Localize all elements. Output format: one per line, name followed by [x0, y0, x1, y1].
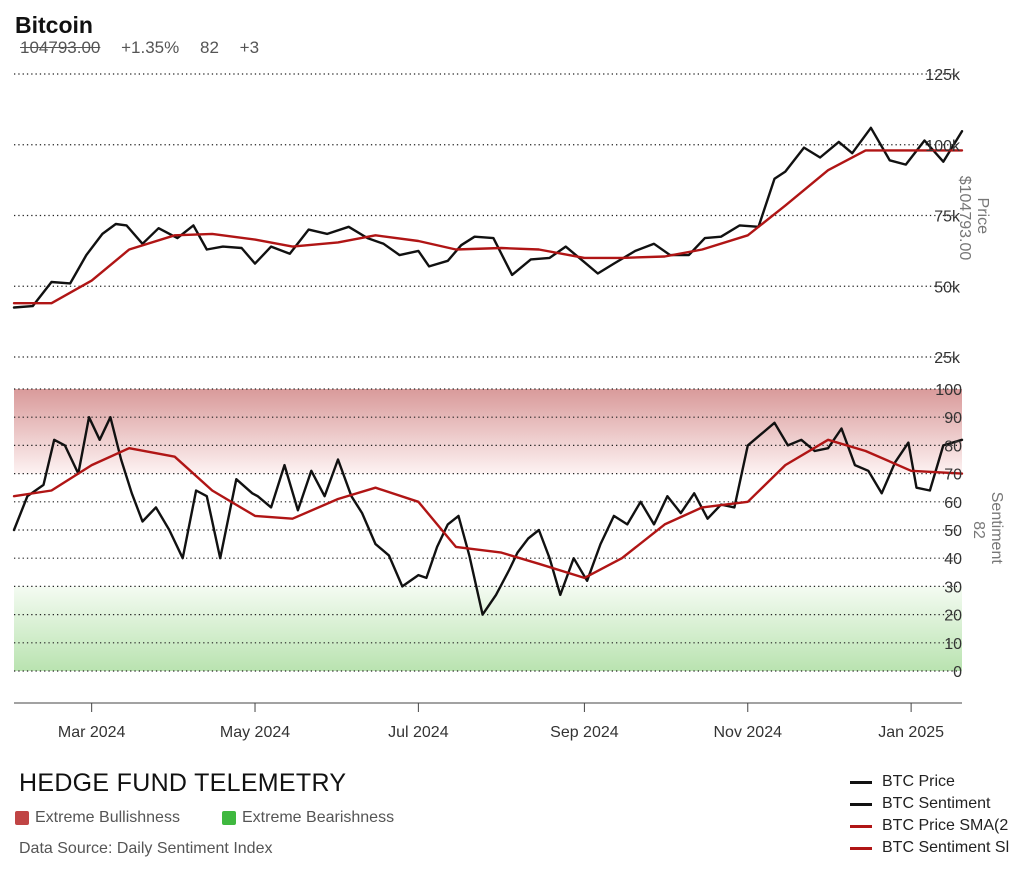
series	[12, 126, 964, 616]
legend: BTC Price BTC Sentiment BTC Price SMA(2 …	[850, 771, 1024, 859]
price-tick-label: 25k	[934, 350, 961, 367]
chart-canvas: 25k 50k 75k 100k 125k 0 10 20 30 40 50 60 70 80 90 100 M…	[12, 67, 1005, 741]
sentiment-readout: 82	[199, 38, 219, 57]
x-tick-label: Sep 2024	[550, 724, 619, 741]
change-readout: +1.35%	[121, 38, 180, 57]
sentiment-tick-label: 10	[944, 636, 962, 653]
legend-item-btc-sentiment[interactable]: BTC Sentiment	[850, 793, 1024, 815]
sentiment-tick-label: 70	[944, 467, 962, 484]
legend-line-icon	[850, 802, 872, 806]
legend-line-icon	[850, 780, 872, 784]
legend-label: BTC Price	[882, 773, 955, 790]
sentiment-tick-label: 80	[944, 438, 962, 455]
gridlines	[14, 73, 960, 672]
legend-item-btc-price[interactable]: BTC Price	[850, 771, 1024, 793]
x-tick-label: Jan 2025	[878, 724, 944, 741]
btc-price-line	[12, 126, 964, 309]
sentiment-zones	[14, 389, 962, 671]
btc-sentiment-sma-line	[12, 438, 964, 580]
legend-item-btc-sentiment-sma[interactable]: BTC Sentiment Sl	[850, 837, 1024, 859]
sentiment-tick-label: 100	[935, 382, 962, 399]
legend-line-icon	[850, 824, 872, 828]
sentiment-tick-label: 50	[944, 523, 962, 540]
legend-label: BTC Price SMA(2	[882, 817, 1009, 834]
price-tick-label: 75k	[934, 209, 961, 226]
btc-sentiment-line	[12, 416, 964, 616]
legend-label: BTC Sentiment Sl	[882, 839, 1010, 856]
price-tick-label: 100k	[925, 138, 961, 155]
sentiment-tick-label: 90	[944, 410, 962, 427]
x-tick-label: May 2024	[220, 724, 290, 741]
bear-swatch-icon	[222, 811, 236, 825]
legend-item-btc-price-sma[interactable]: BTC Price SMA(2	[850, 815, 1024, 837]
x-tick-label: Mar 2024	[58, 724, 126, 741]
price-readout: 104793.00	[20, 38, 101, 57]
zone-key-bear: Extreme Bearishness	[222, 809, 394, 827]
chart-title: Bitcoin	[15, 12, 93, 38]
sentiment-change-readout: +3	[239, 38, 260, 57]
sentiment-tick-label: 60	[944, 495, 962, 512]
zone-extreme-bearishness	[14, 586, 962, 671]
btc-price-sma-line	[12, 149, 964, 305]
header-stats: 104793.00 +1.35% 82 +3	[20, 38, 275, 58]
sentiment-axis-title: Sentiment 82	[970, 492, 1005, 569]
zone-key-bear-label: Extreme Bearishness	[242, 809, 395, 826]
price-tick-label: 125k	[925, 67, 961, 84]
data-source: Data Source: Daily Sentiment Index	[19, 840, 273, 857]
zone-key-bull: Extreme Bullishness	[15, 809, 180, 827]
sentiment-tick-label: 0	[953, 664, 962, 681]
sentiment-tick-label: 40	[944, 551, 962, 568]
legend-line-icon	[850, 846, 872, 850]
price-axis-title: Price $104793.00	[956, 176, 991, 261]
sentiment-tick-label: 20	[944, 608, 962, 625]
legend-label: BTC Sentiment	[882, 795, 991, 812]
zone-extreme-bullishness	[14, 389, 962, 474]
bull-swatch-icon	[15, 811, 29, 825]
brand-name: HEDGE FUND TELEMETRY	[19, 769, 347, 797]
zone-key-bull-label: Extreme Bullishness	[35, 809, 180, 826]
axis-ticks: 25k 50k 75k 100k 125k 0 10 20 30 40 50 60 70 80 90 100 M…	[58, 67, 962, 741]
x-tick-label: Nov 2024	[714, 724, 783, 741]
price-tick-label: 50k	[934, 279, 961, 296]
x-tick-label: Jul 2024	[388, 724, 449, 741]
sentiment-tick-label: 30	[944, 579, 962, 596]
